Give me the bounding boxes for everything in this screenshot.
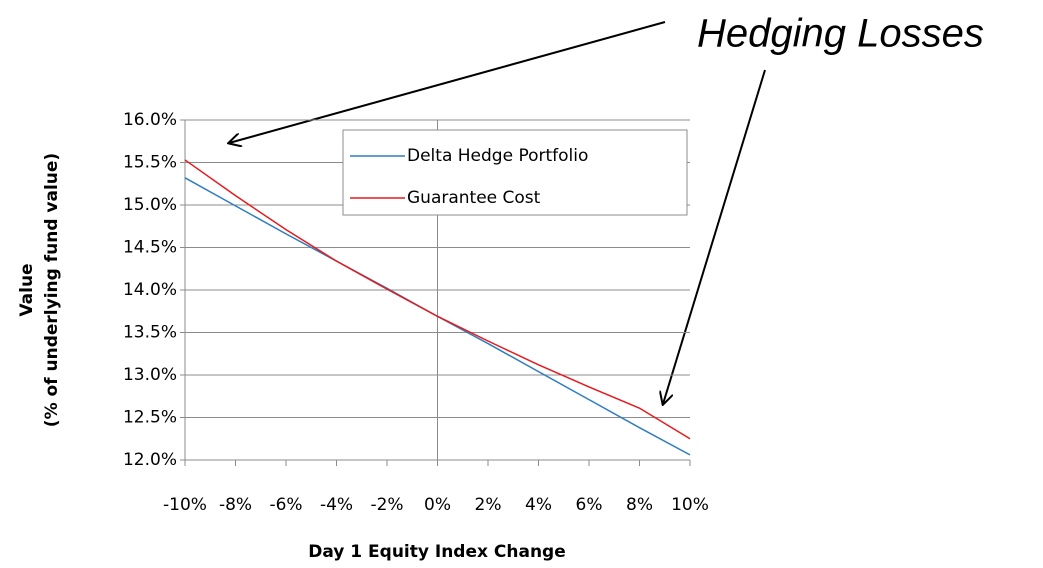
x-tick-label: -6%: [269, 495, 302, 515]
y-tick-label: 13.5%: [123, 323, 177, 343]
x-tick-label: -8%: [219, 495, 252, 515]
y-tick-label: 15.5%: [123, 153, 177, 173]
legend-box: [342, 129, 688, 216]
plot-area: 12.0% 12.5% 13.0% 13.5% 14.0% 14.5% 15.0% 15.5%…: [123, 110, 709, 515]
x-tick-label: 8%: [626, 495, 653, 515]
y-axis-label: Value: [17, 263, 37, 316]
y-tick-label: 15.0%: [123, 195, 177, 215]
y-tick-label: 14.5%: [123, 238, 177, 258]
x-tick-label: 4%: [525, 495, 552, 515]
y-tick-label: 16.0%: [123, 110, 177, 130]
series-line: [184, 159, 691, 440]
x-tick-label: 6%: [576, 495, 603, 515]
x-tick-label: 10%: [671, 495, 709, 515]
legend-label: Delta Hedge Portfolio: [407, 146, 588, 166]
y-tick-label: 12.5%: [123, 408, 177, 428]
y-tick-label: 12.0%: [123, 450, 177, 470]
x-tick-label: -2%: [370, 495, 403, 515]
x-tick-label: 0%: [424, 495, 451, 515]
x-axis-label: Day 1 Equity Index Change: [308, 542, 566, 562]
x-tick-label: -4%: [320, 495, 353, 515]
annotation: Hedging Losses: [697, 12, 984, 56]
x-tick-label: -10%: [163, 495, 207, 515]
y-tick-label: 14.0%: [123, 280, 177, 300]
legend-label: Guarantee Cost: [407, 188, 541, 208]
x-tick-label: 2%: [475, 495, 502, 515]
y-tick-label: 13.0%: [123, 365, 177, 385]
arrow: [663, 69, 766, 404]
arrow: [229, 21, 666, 143]
y-axis-label: (% of underlying fund value): [42, 153, 62, 427]
